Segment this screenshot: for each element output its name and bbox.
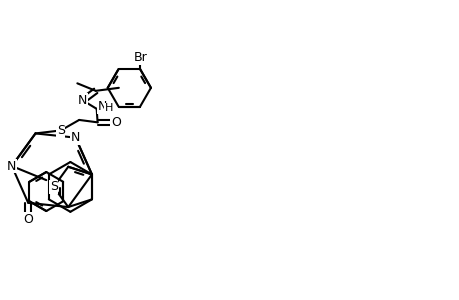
- Text: S: S: [50, 180, 57, 194]
- Text: N: N: [97, 100, 106, 113]
- Text: N: N: [7, 160, 17, 172]
- Text: N: N: [71, 131, 80, 144]
- Text: S: S: [56, 124, 65, 137]
- Text: H: H: [104, 103, 112, 113]
- Text: Br: Br: [133, 51, 147, 64]
- Text: O: O: [111, 116, 121, 129]
- Text: N: N: [78, 94, 87, 107]
- Text: O: O: [23, 213, 33, 226]
